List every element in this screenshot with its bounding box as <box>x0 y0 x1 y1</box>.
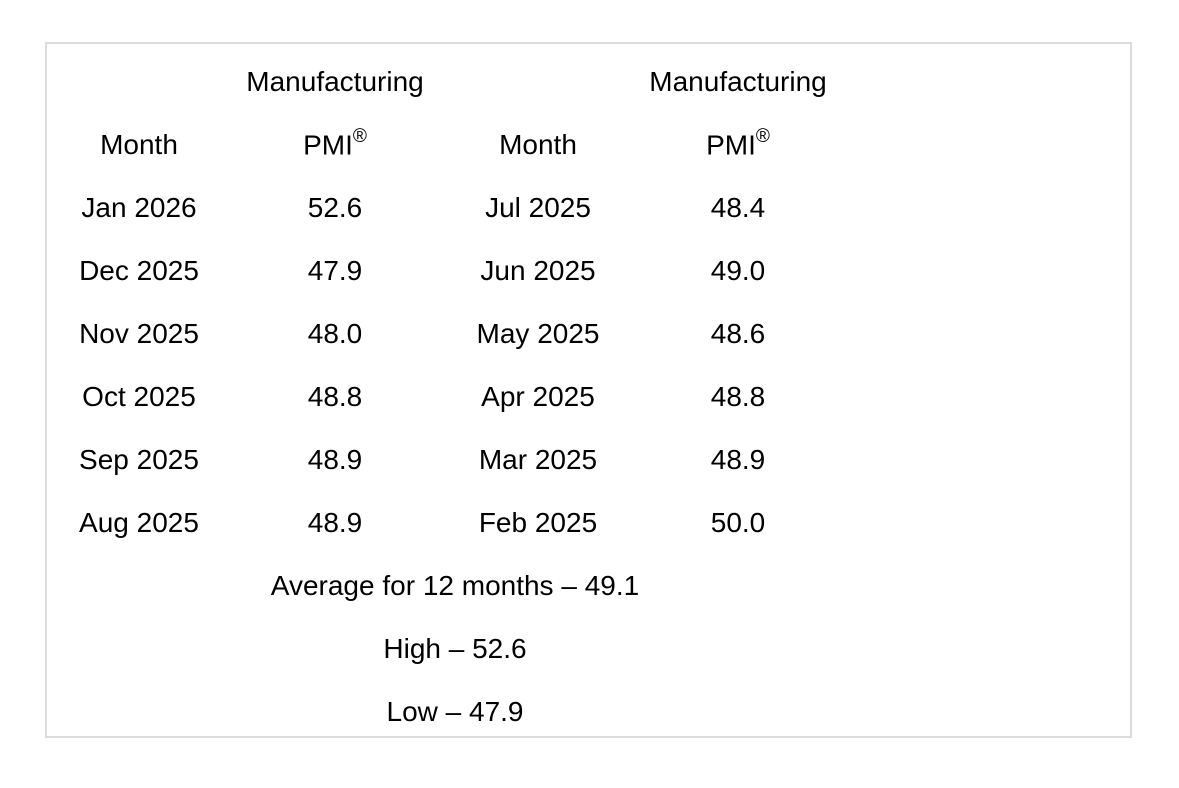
column-header-pmi-right: PMI® <box>637 113 839 176</box>
summary-row-low: Low – 47.9 <box>47 680 839 743</box>
pmi-cell: 48.0 <box>307 317 363 349</box>
pmi-table: Manufacturing Manufacturing Month PMI® M… <box>47 50 839 743</box>
month-cell: Sep 2025 <box>79 443 199 475</box>
registered-trademark-mark: ® <box>352 126 367 148</box>
empty-cell <box>439 50 637 113</box>
table-row: Oct 2025 48.8 Apr 2025 48.8 <box>47 365 839 428</box>
pmi-label: PMI <box>303 129 353 161</box>
pmi-cell: 48.4 <box>710 191 766 223</box>
month-cell: Jul 2025 <box>485 191 591 223</box>
pmi-table-container: Manufacturing Manufacturing Month PMI® M… <box>45 42 1132 738</box>
column-header-month-right: Month <box>499 128 577 160</box>
pmi-cell: 49.0 <box>710 254 766 286</box>
pmi-cell: 50.0 <box>710 506 766 538</box>
pmi-label: PMI <box>706 129 756 161</box>
month-cell: Feb 2025 <box>478 506 598 538</box>
table-row: Nov 2025 48.0 May 2025 48.6 <box>47 302 839 365</box>
pmi-cell: 48.8 <box>307 380 363 412</box>
low-value-text: Low – 47.9 <box>386 695 524 727</box>
registered-trademark-mark: ® <box>755 126 770 148</box>
empty-cell <box>47 50 231 113</box>
summary-row-high: High – 52.6 <box>47 617 839 680</box>
pmi-cell: 48.6 <box>710 317 766 349</box>
month-cell: Nov 2025 <box>79 317 199 349</box>
table-row: Dec 2025 47.9 Jun 2025 49.0 <box>47 239 839 302</box>
summary-row-average: Average for 12 months – 49.1 <box>47 554 839 617</box>
month-cell: Oct 2025 <box>82 380 196 412</box>
column-header-month-left: Month <box>100 128 178 160</box>
table-row: Aug 2025 48.9 Feb 2025 50.0 <box>47 491 839 554</box>
pmi-cell: 48.9 <box>307 443 363 475</box>
column-header-row: Month PMI® Month PMI® <box>47 113 839 176</box>
month-cell: Jun 2025 <box>480 254 596 286</box>
month-cell: May 2025 <box>476 317 600 349</box>
table-row: Sep 2025 48.9 Mar 2025 48.9 <box>47 428 839 491</box>
table-row: Jan 2026 52.6 Jul 2025 48.4 <box>47 176 839 239</box>
pmi-cell: 48.9 <box>307 506 363 538</box>
high-value-text: High – 52.6 <box>383 632 527 664</box>
month-cell: Aug 2025 <box>79 506 199 538</box>
month-cell: Mar 2025 <box>478 443 598 475</box>
pmi-cell: 48.9 <box>710 443 766 475</box>
month-cell: Apr 2025 <box>481 380 595 412</box>
pmi-cell: 52.6 <box>307 191 363 223</box>
pmi-cell: 47.9 <box>307 254 363 286</box>
month-cell: Jan 2026 <box>81 191 197 223</box>
group-header-row: Manufacturing Manufacturing <box>47 50 839 113</box>
group-header-manufacturing-right: Manufacturing <box>649 65 827 97</box>
column-header-pmi-left: PMI® <box>231 113 439 176</box>
pmi-cell: 48.8 <box>710 380 766 412</box>
month-cell: Dec 2025 <box>79 254 199 286</box>
group-header-manufacturing-left: Manufacturing <box>246 65 424 97</box>
average-12-months-text: Average for 12 months – 49.1 <box>270 569 640 601</box>
